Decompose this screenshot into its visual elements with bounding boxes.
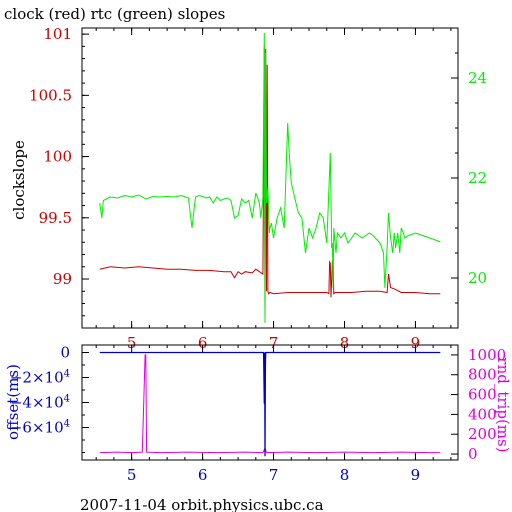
bottom-x-tick-label: 5	[127, 466, 137, 484]
rndtrip-tick-label: 1000	[468, 346, 506, 364]
left-tick-label: 101	[43, 25, 72, 43]
offset-tick-base: 0	[60, 344, 70, 362]
bottom-x-tick-label: 7	[269, 466, 279, 484]
top-x-tick-label: 7	[269, 334, 279, 352]
offset-tick-exponent: 4	[64, 394, 70, 405]
rndtrip-tick-label: 200	[468, 425, 497, 443]
left-tick-label: 99	[53, 270, 72, 288]
offset-tick-base: −2×10	[10, 369, 64, 387]
right-tick-label: 22	[468, 169, 487, 187]
rndtrip-tick-label: 600	[468, 386, 497, 404]
top-plot-frame	[81, 27, 459, 329]
rndtrip-axis-label: rnd_trip(ms)	[494, 357, 512, 452]
chart-title: clock (red) rtc (green) slopes	[4, 5, 225, 23]
offset-line	[99, 351, 441, 457]
right-tick-label: 20	[468, 269, 487, 287]
left-tick-label: 99.5	[39, 209, 72, 227]
offset-tick-base: −6×10	[10, 419, 64, 437]
rtc-slope-line	[99, 32, 441, 324]
top-x-tick-label: 8	[340, 334, 350, 352]
offset-tick-label: 0	[60, 344, 70, 362]
offset-tick-label: −2×104	[10, 369, 70, 387]
bottom-x-tick-label: 6	[198, 466, 208, 484]
footer-caption: 2007-11-04 orbit.physics.ubc.ca	[80, 496, 324, 512]
clock-slope-line	[99, 46, 441, 322]
offset-tick-base: −4×10	[10, 394, 64, 412]
rndtrip-tick-label: 800	[468, 366, 497, 384]
top-x-tick-label: 5	[127, 334, 137, 352]
rnd_trip-line	[99, 354, 441, 454]
bottom-plot-frame	[81, 344, 459, 461]
chart-marks: 101 100.5 100 99.5 99 24 22 20 5 6 7 8 9 clockslope 0 −…	[4, 25, 512, 484]
rndtrip-tick-label: 0	[468, 445, 478, 463]
left-tick-label: 100.5	[29, 86, 72, 104]
right-tick-label: 24	[468, 69, 487, 87]
offset-tick-exponent: 4	[64, 419, 70, 430]
clockslope-axis-label: clockslope	[10, 140, 28, 220]
offset-tick-exponent: 4	[64, 369, 70, 380]
top-x-tick-label: 6	[198, 334, 208, 352]
bottom-x-tick-label: 9	[411, 466, 421, 484]
rndtrip-tick-label: 400	[468, 405, 497, 423]
bottom-x-tick-label: 8	[340, 466, 350, 484]
offset-tick-label: −6×104	[10, 419, 70, 437]
left-tick-label: 100	[43, 148, 72, 166]
offset-tick-label: −4×104	[10, 394, 70, 412]
top-x-tick-label: 9	[411, 334, 421, 352]
offset-axis-label: offset(ms)	[4, 364, 22, 440]
